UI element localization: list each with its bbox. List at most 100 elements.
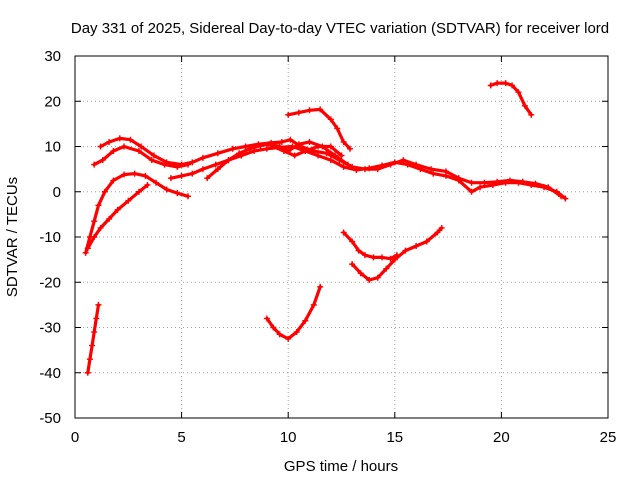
data-point-marker <box>242 143 249 150</box>
data-point-marker <box>148 157 155 164</box>
x-tick-label: 10 <box>280 429 297 446</box>
series-s8 <box>270 143 345 159</box>
y-tick-label: -20 <box>39 274 61 291</box>
data-point-marker <box>86 356 93 363</box>
data-point-marker <box>95 301 102 308</box>
data-point-marker <box>138 143 145 150</box>
data-point-marker <box>204 175 211 182</box>
data-point-marker <box>515 89 522 96</box>
data-point-marker <box>125 197 132 204</box>
data-point-marker <box>214 150 221 157</box>
y-tick-label: 0 <box>53 184 61 201</box>
data-point-marker <box>315 152 322 159</box>
axis-ticks <box>74 55 609 419</box>
data-point-marker <box>315 143 322 150</box>
data-point-marker <box>106 138 113 145</box>
data-point-marker <box>285 111 292 118</box>
series-line <box>169 144 567 201</box>
data-point-marker <box>82 249 89 256</box>
data-point-marker <box>189 159 196 166</box>
data-point-marker <box>189 170 196 177</box>
data-point-marker <box>379 162 386 169</box>
data-point-marker <box>135 148 142 155</box>
data-point-marker <box>135 188 142 195</box>
series-s6 <box>167 143 569 202</box>
y-tick-label: 10 <box>44 139 61 156</box>
data-point-marker <box>391 159 398 166</box>
data-point-marker <box>91 329 98 336</box>
data-point-marker <box>263 315 270 322</box>
x-axis-label: GPS time / hours <box>284 458 398 475</box>
data-point-marker <box>353 167 360 174</box>
data-point-marker <box>212 161 219 168</box>
data-point-marker <box>468 188 475 195</box>
x-tick-label: 25 <box>600 429 617 446</box>
data-point-marker <box>246 145 253 152</box>
series-s12 <box>340 229 400 262</box>
data-point-marker <box>295 109 302 116</box>
data-point-marker <box>509 82 516 89</box>
data-point-marker <box>257 142 264 149</box>
data-point-marker <box>357 270 364 277</box>
data-series <box>82 80 569 376</box>
data-point-marker <box>402 247 409 254</box>
chart-title: Day 331 of 2025, Sidereal Day-to-day VTE… <box>71 20 609 37</box>
data-point-marker <box>84 369 91 376</box>
series-s1 <box>84 301 102 376</box>
data-point-marker <box>280 148 287 155</box>
data-point-marker <box>317 283 324 290</box>
data-point-marker <box>553 188 560 195</box>
data-point-marker <box>361 252 368 259</box>
data-point-marker <box>99 157 106 164</box>
series-s10 <box>487 80 535 118</box>
data-point-marker <box>374 274 381 281</box>
data-point-marker <box>184 193 191 200</box>
data-point-marker <box>266 141 273 148</box>
data-point-marker <box>327 116 334 123</box>
data-point-marker <box>276 331 283 338</box>
data-point-marker <box>153 179 160 186</box>
data-point-marker <box>97 143 104 150</box>
data-point-marker <box>489 181 496 188</box>
data-point-marker <box>370 254 377 261</box>
data-point-marker <box>340 229 347 236</box>
series-s3 <box>82 170 191 256</box>
data-point-marker <box>150 152 157 159</box>
data-point-marker <box>91 218 98 225</box>
data-point-marker <box>334 125 341 132</box>
data-point-marker <box>413 243 420 250</box>
data-point-marker <box>306 138 313 145</box>
data-point-marker <box>387 255 394 262</box>
y-tick-label: -30 <box>39 320 61 337</box>
data-point-marker <box>562 195 569 202</box>
data-point-marker <box>199 166 206 173</box>
data-point-marker <box>340 163 347 170</box>
series-line <box>84 172 190 255</box>
data-point-marker <box>327 143 334 150</box>
data-point-marker <box>468 179 475 186</box>
data-point-marker <box>477 184 484 191</box>
data-point-marker <box>423 238 430 245</box>
data-point-marker <box>97 224 104 231</box>
data-point-marker <box>502 80 509 87</box>
data-point-marker <box>515 179 522 186</box>
data-point-marker <box>302 317 309 324</box>
data-point-marker <box>263 145 270 152</box>
x-tick-labels: 0 5 10 15 20 25 <box>71 429 617 446</box>
data-point-marker <box>91 161 98 168</box>
data-point-marker <box>86 234 93 240</box>
data-point-marker <box>438 224 445 231</box>
data-point-marker <box>349 238 356 245</box>
x-tick-label: 15 <box>386 429 403 446</box>
data-point-marker <box>366 165 373 172</box>
data-point-marker <box>110 177 117 184</box>
series-line <box>342 230 399 261</box>
data-point-marker <box>442 172 449 179</box>
data-point-marker <box>167 175 174 182</box>
data-point-marker <box>131 170 138 177</box>
data-point-marker <box>487 82 494 89</box>
series-line <box>86 303 101 375</box>
x-tick-label: 20 <box>493 429 510 446</box>
data-point-marker <box>310 301 317 308</box>
data-point-marker <box>347 145 354 152</box>
